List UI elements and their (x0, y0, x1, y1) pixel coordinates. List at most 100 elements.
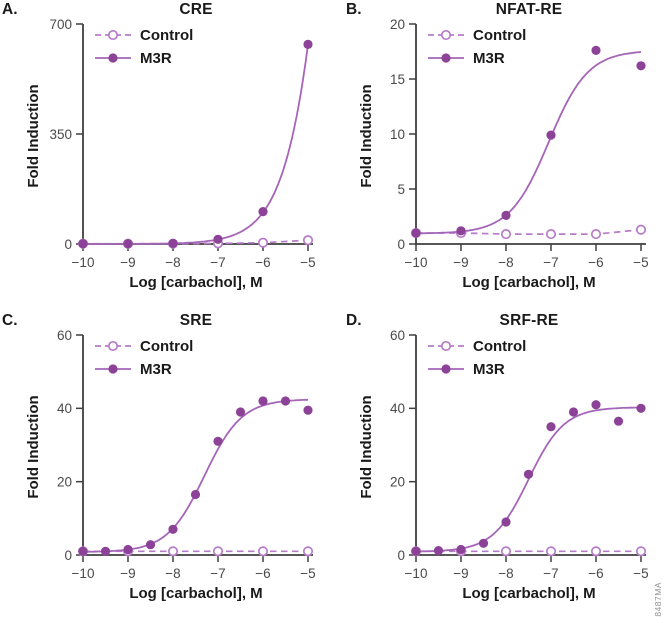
x-tick-label: −8 (498, 255, 513, 270)
x-tick-label: −7 (543, 566, 558, 581)
control-point (167, 546, 179, 557)
x-tick-label: −10 (405, 566, 428, 581)
control-point (500, 229, 512, 240)
control-point (500, 546, 512, 557)
m3r-point (303, 405, 313, 415)
y-tick-label: 5 (397, 182, 405, 197)
x-tick-label: −6 (588, 255, 603, 270)
x-tick-label: −10 (405, 255, 428, 270)
y-tick-label: 60 (57, 328, 72, 343)
legend-label-control: Control (473, 337, 527, 355)
x-tick-label: −5 (633, 566, 648, 581)
y-tick-label: 350 (49, 127, 72, 142)
m3r-point (258, 207, 268, 217)
control-point (545, 546, 557, 557)
m3r-line-icon (428, 53, 464, 63)
panel-srf-re: D. SRF-RE 0 20 40 60 −10 −9 −8 −7 −6 −5 Fold Indu… (333, 311, 665, 623)
m3r-point (591, 45, 601, 56)
panel-title-sre: SRE (179, 312, 213, 329)
control-point (257, 237, 269, 248)
y-tick-label: 700 (49, 17, 72, 32)
srf-re-chart: 0 20 40 60 −10 −9 −8 −7 −6 −5 (390, 328, 649, 581)
control-point (590, 546, 602, 557)
x-tick-label: −7 (210, 566, 225, 581)
m3r-point (456, 226, 466, 236)
control-line-icon (428, 29, 464, 41)
legend-item-m3r: M3R (95, 359, 193, 379)
legend-label-control: Control (473, 26, 527, 44)
x-tick-label: −9 (120, 255, 135, 270)
m3r-point (546, 422, 556, 432)
y-tick-label: 20 (57, 474, 72, 489)
figure-id-watermark: 8487MA (653, 582, 663, 617)
cre-chart: 0 350 700 −10 −9 −8 −7 −6 −5 (49, 17, 315, 270)
y-tick-label: 20 (390, 474, 405, 489)
y-tick-label: 0 (397, 237, 405, 252)
control-line-icon (95, 29, 131, 41)
x-axis-label: Log [carbachol], M (129, 274, 263, 291)
y-tick-label: 20 (390, 17, 405, 32)
x-axis-label: Log [carbachol], M (129, 585, 263, 602)
m3r-line-icon (95, 53, 131, 63)
legend: Control M3R (95, 336, 193, 379)
legend-item-control: Control (428, 336, 526, 356)
m3r-curve (83, 44, 309, 245)
y-tick-label: 0 (397, 548, 405, 563)
y-tick-label: 60 (390, 328, 405, 343)
y-axis-label: Fold Induction (25, 395, 42, 499)
x-tick-label: −8 (498, 566, 513, 581)
m3r-point (456, 544, 466, 555)
x-tick-label: −6 (255, 255, 270, 270)
control-point (212, 546, 224, 557)
x-tick-label: −5 (300, 255, 315, 270)
control-point (635, 224, 647, 235)
panel-title-nfat-re: NFAT-RE (495, 1, 563, 18)
m3r-point (213, 436, 223, 446)
x-tick-label: −7 (210, 255, 225, 270)
panel-label-c: C. (2, 312, 18, 329)
m3r-point (568, 407, 579, 417)
legend-label-m3r: M3R (473, 360, 505, 378)
legend-item-control: Control (95, 25, 193, 45)
m3r-line-icon (428, 364, 464, 374)
m3r-point (303, 39, 313, 50)
panel-label-a: A. (2, 1, 18, 18)
m3r-point (411, 228, 421, 238)
control-point (302, 235, 314, 246)
legend-item-control: Control (95, 336, 193, 356)
x-axis-label: Log [carbachol], M (462, 274, 596, 291)
y-axis-label: Fold Induction (358, 395, 375, 499)
x-tick-label: −7 (543, 255, 558, 270)
m3r-point (478, 538, 489, 548)
x-tick-label: −9 (453, 255, 468, 270)
nfat-re-chart: 0 5 10 15 20 −10 −9 −8 −7 −6 −5 (390, 17, 649, 270)
m3r-line-icon (95, 364, 131, 374)
m3r-point (78, 546, 88, 556)
x-tick-label: −10 (72, 566, 95, 581)
m3r-point (168, 238, 178, 248)
m3r-point (523, 469, 534, 479)
x-tick-label: −8 (165, 255, 180, 270)
m3r-point (636, 403, 646, 413)
legend-item-m3r: M3R (95, 48, 193, 68)
m3r-point (501, 517, 511, 527)
m3r-curve (416, 51, 642, 235)
panel-title-srf-re: SRF-RE (499, 312, 559, 329)
legend-item-control: Control (428, 25, 526, 45)
y-tick-label: 0 (64, 237, 72, 252)
control-point (590, 229, 602, 240)
m3r-point (123, 544, 133, 555)
y-axis-label: Fold Induction (358, 84, 375, 188)
m3r-point (100, 546, 111, 556)
control-line-icon (428, 340, 464, 352)
legend-item-m3r: M3R (428, 48, 526, 68)
legend: Control M3R (428, 336, 526, 379)
m3r-point (145, 540, 156, 550)
panel-sre: C. SRE 0 20 40 60 −10 −9 −8 −7 −6 −5 Fold Inducti… (0, 311, 333, 623)
m3r-point (258, 396, 268, 406)
control-point (635, 546, 647, 557)
m3r-point (213, 234, 223, 244)
m3r-point (546, 130, 556, 140)
